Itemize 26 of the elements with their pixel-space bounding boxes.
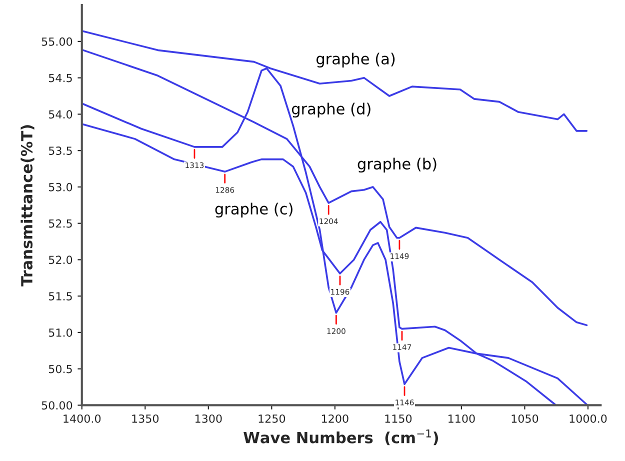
- y-tick-label: 54.0: [48, 110, 72, 119]
- y-tick-label: 53.5: [48, 146, 72, 155]
- y-tick-label: 51.5: [48, 292, 72, 300]
- x-axis-title: Wave Numbers (cm$^{−1}$): [244, 430, 438, 446]
- series-label: graphe (a): [316, 52, 395, 68]
- y-tick-label: 53.0: [48, 182, 72, 192]
- y-tick-label: 55.00: [42, 37, 72, 46]
- x-tick-label: 1050: [512, 414, 538, 423]
- y-tick-label: 52.5: [48, 219, 72, 228]
- y-tick-label: 54.5: [48, 74, 72, 82]
- x-tick-label: 1250: [258, 414, 286, 423]
- y-tick-label: 50.5: [48, 364, 72, 374]
- x-tick-label: 1300: [195, 414, 222, 423]
- y-tick-label: 50.00: [42, 401, 72, 410]
- y-axis-title: Transmittance(%T): [20, 125, 34, 286]
- x-tick-label: 1350: [132, 414, 159, 423]
- series-label: graphe (b): [358, 158, 436, 173]
- x-tick-label: 1150: [385, 414, 412, 423]
- y-tick-label: 52.0: [48, 256, 72, 264]
- series-label: graphe (c): [215, 202, 292, 218]
- x-tick-label: 1000.0: [570, 414, 607, 423]
- x-tick-label: 1400.0: [64, 414, 101, 423]
- x-tick-label: 1100: [448, 414, 475, 423]
- series-label: graphe (d): [292, 102, 370, 118]
- y-tick-label: 51.0: [48, 328, 72, 337]
- x-tick-label: 1200: [322, 414, 348, 423]
